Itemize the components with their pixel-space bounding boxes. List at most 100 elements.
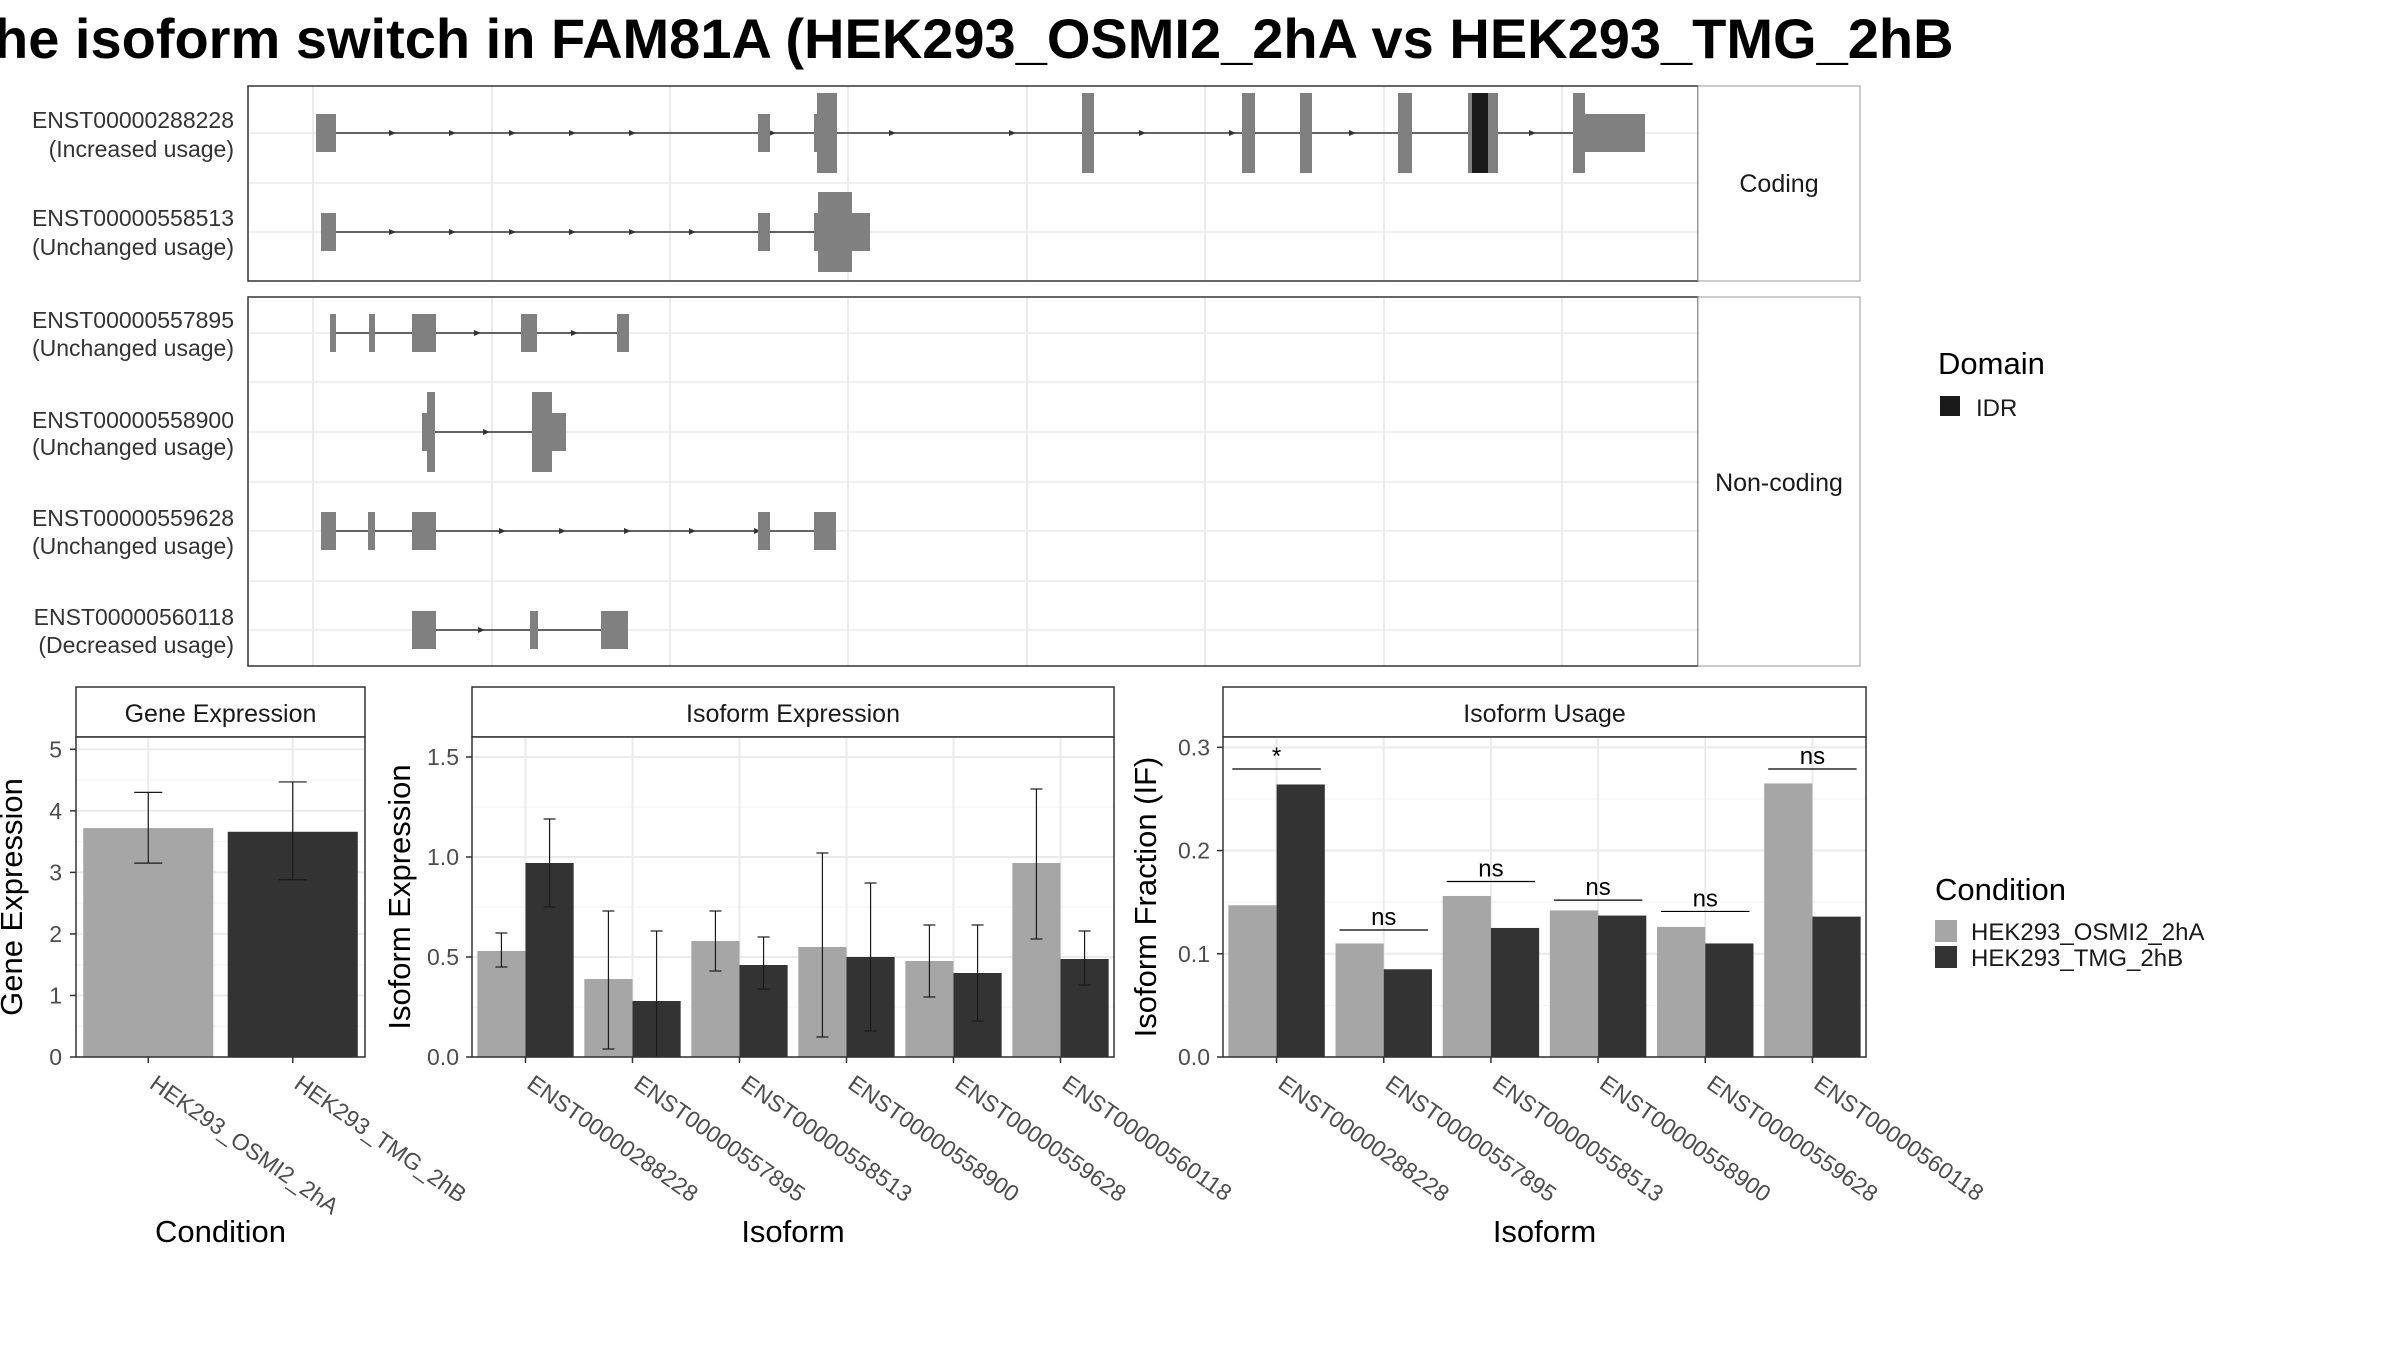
transcript-id-label: ENST00000288228	[32, 107, 234, 133]
plot-border	[471, 736, 1115, 1058]
transcript-id-label: ENST00000557895	[32, 307, 234, 333]
y-tick-label: 0.0	[427, 1044, 459, 1070]
y-axis-title: Gene Expression	[0, 778, 29, 1016]
direction-arrow	[1009, 130, 1016, 136]
idr-legend-label: IDR	[1976, 395, 2017, 422]
y-tick-label: 0.5	[427, 944, 459, 970]
condition-legend: Condition HEK293_OSMI2_2hA HEK293_TMG_2h…	[1935, 872, 2204, 972]
exon	[412, 314, 436, 352]
y-tick-label: 0.3	[1178, 734, 1210, 760]
y-axis-title: Isoform Expression	[382, 764, 417, 1029]
x-tick-label: ENST00000288228	[523, 1070, 703, 1207]
bar-panel: Gene Expression012345HEK293_OSMI2_2hAHEK…	[0, 686, 471, 1249]
exon	[321, 512, 336, 550]
exon	[427, 392, 435, 472]
direction-arrow	[769, 130, 776, 136]
direction-arrow	[509, 229, 516, 235]
y-tick-label: 4	[49, 798, 62, 824]
exon	[817, 93, 837, 173]
exon	[1242, 93, 1255, 173]
idr-domain	[1472, 93, 1488, 173]
direction-arrow	[624, 528, 631, 534]
transcript-id-label: ENST00000560118	[34, 604, 234, 630]
x-tick-label: ENST00000558900	[1595, 1070, 1775, 1207]
direction-arrow	[1529, 130, 1536, 136]
coding-transcript-panel: Coding ENST00000288228 (Increased usage)…	[32, 85, 1861, 282]
x-tick-label: ENST00000558513	[1488, 1070, 1668, 1207]
condition-legend-title: Condition	[1935, 872, 2066, 907]
domain-legend-title: Domain	[1938, 346, 2045, 381]
significance-label: ns	[1585, 874, 1610, 901]
transcript-id-label: ENST00000558900	[32, 407, 234, 433]
significance-label: ns	[1371, 904, 1396, 931]
condition-b-legend-swatch	[1935, 946, 1957, 968]
direction-arrow	[449, 130, 456, 136]
figure-title: he isoform switch in FAM81A (HEK293_OSMI…	[0, 7, 1954, 70]
significance-label: ns	[1693, 885, 1718, 912]
exon	[617, 314, 629, 352]
coding-strip-label: Coding	[1739, 170, 1818, 198]
direction-arrow	[474, 330, 481, 336]
y-tick-label: 0.0	[1178, 1044, 1210, 1070]
direction-arrow	[689, 229, 696, 235]
transcript-usage-label: (Unchanged usage)	[32, 533, 234, 559]
bar-panel: Isoform Usage 0.0 0.1 0.2 0.3 * ns ns ns ns ns ENST…	[1128, 686, 1989, 1249]
bar-panel: Isoform Expression 0.0 0.5 1.0 1.5 ENST000002…	[382, 686, 1237, 1249]
exon	[1585, 114, 1645, 152]
bar	[1705, 943, 1754, 1057]
exon	[1398, 93, 1412, 173]
exon	[1300, 93, 1312, 173]
exon	[852, 213, 870, 251]
x-tick-label: ENST00000559628	[1702, 1070, 1882, 1207]
x-axis-title: Condition	[155, 1214, 286, 1249]
direction-arrow	[389, 130, 396, 136]
exon	[758, 512, 770, 550]
noncoding-strip-label: Non-coding	[1715, 469, 1843, 497]
bar	[1276, 784, 1325, 1057]
direction-arrow	[509, 130, 516, 136]
panel-strip-title: Isoform Usage	[1463, 700, 1626, 728]
expression-bar-panels: Gene Expression012345HEK293_OSMI2_2hAHEK…	[0, 686, 1989, 1249]
x-tick-label: ENST00000557895	[1381, 1070, 1561, 1207]
y-tick-label: 1	[49, 982, 62, 1008]
direction-arrow	[629, 130, 636, 136]
transcript-usage-label: (Unchanged usage)	[32, 434, 234, 460]
panel-strip	[75, 686, 366, 738]
direction-arrow	[389, 229, 396, 235]
domain-legend: Domain IDR	[1938, 346, 2045, 422]
x-axis-title: Isoform	[1493, 1214, 1596, 1249]
bar	[477, 951, 526, 1057]
plot-border	[1222, 736, 1867, 1058]
x-tick-label: ENST00000288228	[1274, 1070, 1454, 1207]
direction-arrow	[754, 528, 761, 534]
y-tick-label: 0	[49, 1044, 62, 1070]
direction-arrow	[1349, 130, 1356, 136]
noncoding-transcript-structures	[321, 314, 836, 649]
bar	[1228, 905, 1277, 1057]
exon	[758, 213, 770, 251]
y-tick-label: 1.0	[427, 844, 459, 870]
coding-strip	[1697, 85, 1861, 282]
significance-label: *	[1272, 743, 1281, 770]
y-tick-label: 2	[49, 921, 62, 947]
coding-transcript-structures	[316, 93, 1645, 272]
plot-area	[1223, 737, 1866, 1057]
plot-border	[75, 736, 366, 1058]
direction-arrow	[559, 528, 566, 534]
exon	[368, 512, 375, 550]
exon	[758, 114, 770, 152]
direction-arrow	[1229, 130, 1236, 136]
exon	[532, 392, 552, 472]
y-tick-label: 1.5	[427, 744, 459, 770]
exon	[412, 512, 436, 550]
x-tick-label: ENST00000560118	[1810, 1070, 1989, 1206]
direction-arrow	[1139, 130, 1146, 136]
bar	[83, 828, 214, 1057]
exon	[530, 611, 538, 649]
bar	[1549, 910, 1599, 1057]
exon	[316, 114, 336, 152]
exon	[412, 611, 436, 649]
noncoding-strip	[1697, 296, 1861, 667]
idr-legend-swatch	[1940, 396, 1960, 416]
direction-arrow	[571, 330, 578, 336]
